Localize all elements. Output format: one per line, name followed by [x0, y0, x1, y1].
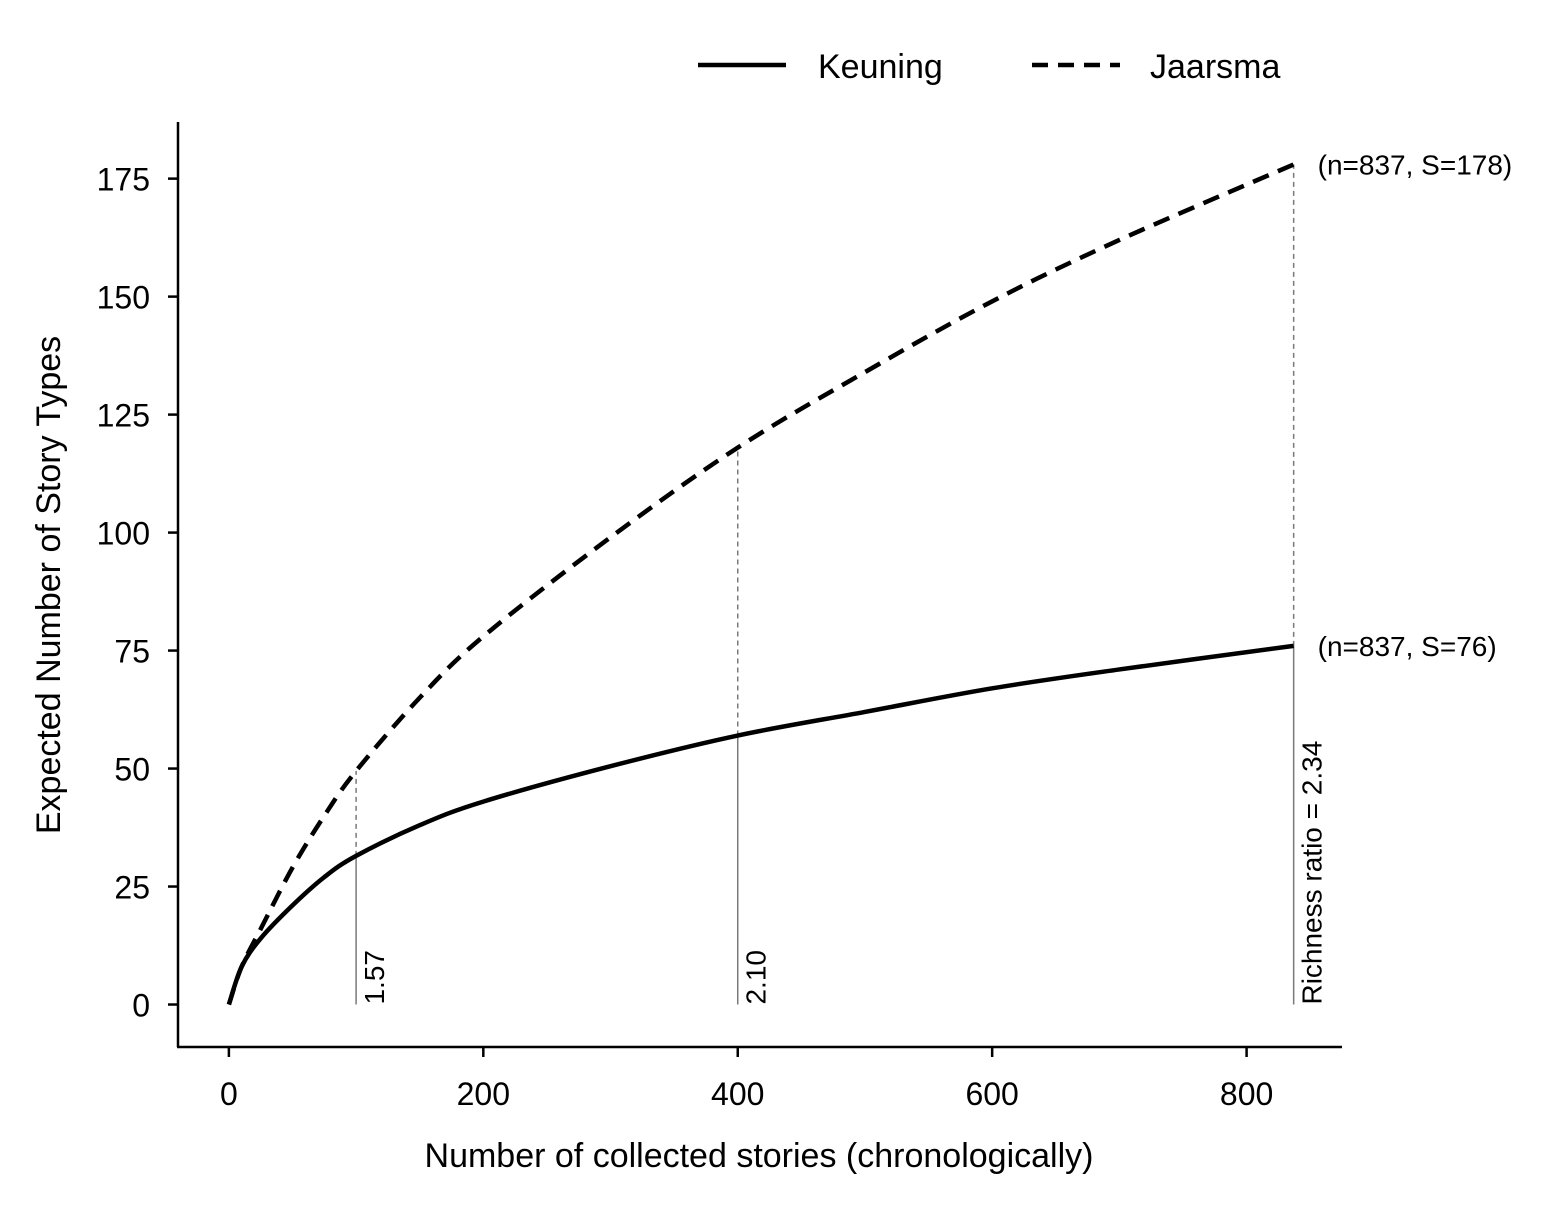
x-ticks: 0 200 400 600 800: [220, 1047, 1273, 1112]
legend: Keuning Jaarsma: [698, 48, 1280, 86]
end-annotation-keuning: (n=837, S=76): [1318, 631, 1497, 662]
legend-keuning-label: Keuning: [818, 48, 943, 86]
richness-ratio-label: Richness ratio = 2.34: [1297, 741, 1328, 1005]
x-axis-title: Number of collected stories (chronologic…: [425, 1137, 1094, 1175]
x-tick-label: 0: [220, 1076, 238, 1112]
legend-jaarsma-label: Jaarsma: [1150, 48, 1280, 86]
x-tick-label: 800: [1220, 1076, 1273, 1112]
x-tick-label: 600: [965, 1076, 1018, 1112]
x-tick-label: 200: [457, 1076, 510, 1112]
y-ticks: 0 25 50 75 100 125 150 175: [97, 162, 178, 1024]
series-line-keuning: [226, 643, 1294, 1006]
y-tick-label: 100: [97, 516, 150, 552]
series-line-jaarsma: [226, 162, 1295, 1006]
y-tick-label: 75: [114, 634, 150, 670]
x-tick-label: 400: [711, 1076, 764, 1112]
y-tick-label: 175: [97, 162, 150, 198]
end-annotations: (n=837, S=178) (n=837, S=76): [1318, 149, 1513, 661]
richness-ratio-label: 2.10: [741, 950, 772, 1005]
series-layer: [226, 162, 1295, 1006]
y-tick-label: 25: [114, 870, 150, 906]
y-tick-label: 125: [97, 398, 150, 434]
richness-markers: 1.57 2.10 Richness ratio = 2.34: [355, 164, 1328, 1005]
end-annotation-jaarsma: (n=837, S=178): [1318, 149, 1513, 180]
y-axis-title: Expected Number of Story Types: [30, 336, 68, 834]
y-tick-label: 150: [97, 280, 150, 316]
y-tick-label: 0: [132, 988, 150, 1024]
richness-ratio-label: 1.57: [359, 950, 390, 1005]
y-tick-label: 50: [114, 752, 150, 788]
